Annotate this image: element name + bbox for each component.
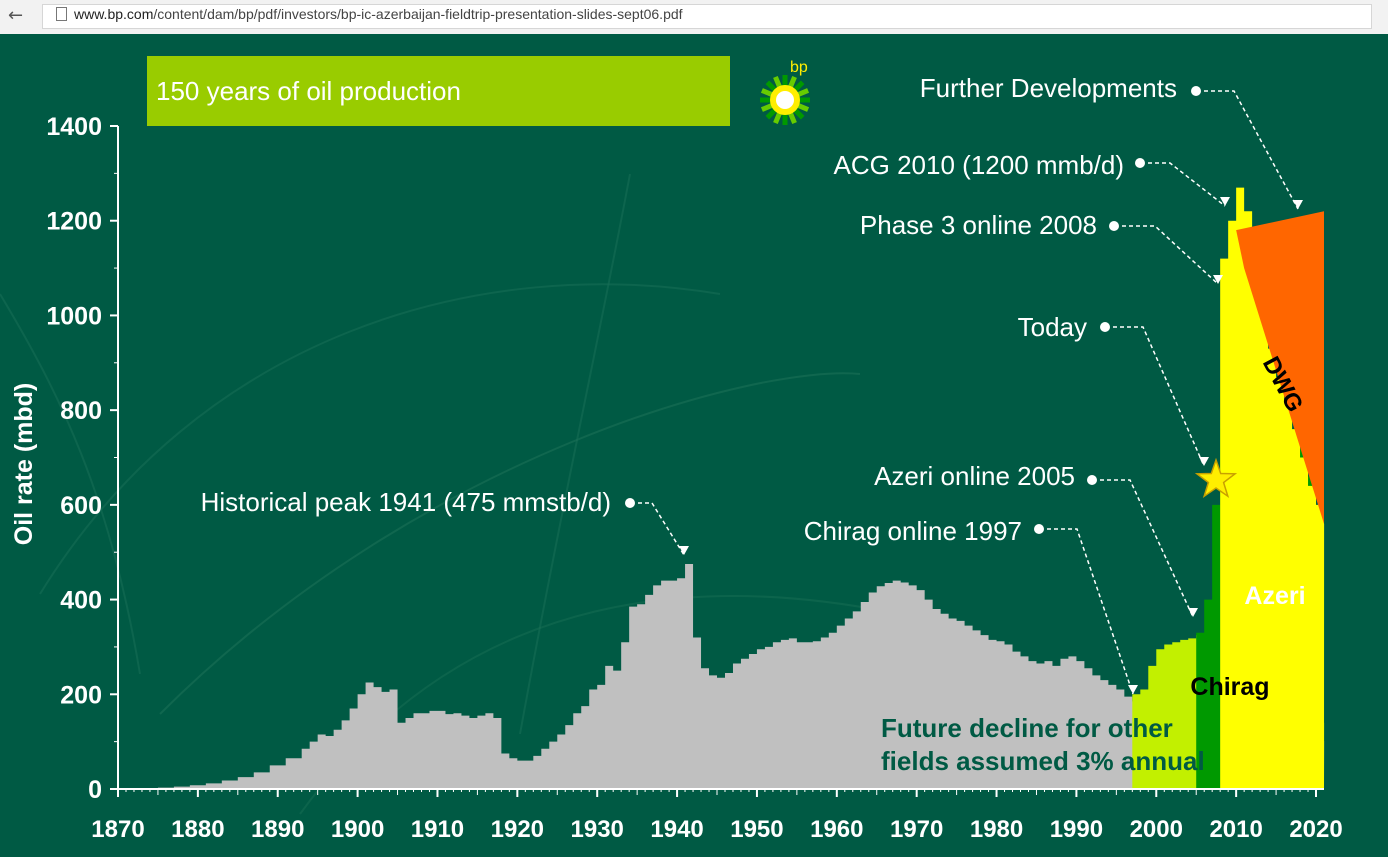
- y-tick-label: 200: [60, 681, 102, 709]
- dwg-area: [1220, 187, 1325, 790]
- slide: bp 0 200 400 600 800 1000 1200 1400 1870 1880 1890 1…: [0, 34, 1388, 857]
- annotation-label: Further Developments: [920, 73, 1177, 103]
- y-tick-label: 1000: [46, 302, 102, 330]
- x-tick-label: 1880: [171, 816, 224, 843]
- annotation-label: Historical peak 1941 (475 mmstb/d): [201, 487, 611, 517]
- background-curve: [0, 293, 141, 675]
- further-developments-area: [1236, 211, 1324, 524]
- x-tick-label: 1920: [491, 816, 544, 843]
- y-tick-label: 400: [60, 587, 102, 615]
- decline-note-line: fields assumed 3% annual: [881, 746, 1205, 776]
- annotation-leader-line: [1122, 225, 1219, 285]
- url-domain: www.bp.com: [74, 6, 154, 22]
- annotation-arrowhead: [679, 546, 689, 555]
- x-tick-label: 2020: [1289, 816, 1342, 843]
- annotation-arrowhead: [1220, 197, 1230, 206]
- x-tick-label: 1990: [1050, 816, 1103, 843]
- y-tick-label: 800: [60, 397, 102, 425]
- y-tick-label: 1200: [46, 208, 102, 236]
- annotation-label: Today: [1018, 312, 1087, 342]
- x-tick-label: 1970: [890, 816, 943, 843]
- annotation-dot: [1109, 221, 1119, 231]
- annotation-arrowhead: [1293, 200, 1303, 209]
- slide-title: 150 years of oil production: [156, 76, 461, 106]
- annotation-dot: [1087, 475, 1097, 485]
- annotation-dot: [625, 498, 635, 508]
- annotation-leader-line: [1047, 528, 1134, 695]
- x-tick-label: 1890: [251, 816, 304, 843]
- annotation-arrowhead: [1199, 457, 1209, 466]
- x-tick-label: 2010: [1209, 816, 1262, 843]
- page-icon: [56, 7, 67, 21]
- annotation-label: Chirag online 1997: [804, 516, 1022, 546]
- annotation-dot: [1100, 322, 1110, 332]
- chirag-area-label: Chirag: [1190, 673, 1269, 701]
- x-tick-label: 1940: [650, 816, 703, 843]
- background-curve: [159, 372, 861, 715]
- annotation-label: Phase 3 online 2008: [860, 210, 1097, 240]
- annotation-arrowhead: [1213, 275, 1223, 284]
- today-star-icon: [1194, 457, 1238, 499]
- background-curve: [519, 173, 631, 735]
- annotation-label: ACG 2010 (1200 mmb/d): [834, 150, 1124, 180]
- oil-production-chart: bp 0 200 400 600 800 1000 1200 1400 1870 1880 1890 1…: [0, 59, 1343, 843]
- x-tick-label: 1950: [730, 816, 783, 843]
- x-tick-label: 1870: [91, 816, 144, 843]
- title-box: 150 years of oil production: [147, 56, 730, 126]
- bp-logo-icon: [760, 75, 810, 125]
- annotation-arrowhead: [1188, 608, 1198, 617]
- annotation-dot: [1191, 86, 1201, 96]
- azeri-area-label: Azeri: [1244, 582, 1305, 610]
- annotation-dot: [1135, 158, 1145, 168]
- x-tick-label: 1910: [411, 816, 464, 843]
- annotation-label: Azeri online 2005: [874, 461, 1075, 491]
- address-bar[interactable]: [42, 4, 1372, 29]
- url-path: /content/dam/bp/pdf/investors/bp-ic-azer…: [153, 6, 683, 22]
- y-axis-title: Oil rate (mbd): [10, 383, 38, 546]
- annotation-leader-line: [638, 502, 685, 556]
- x-tick-label: 1900: [331, 816, 384, 843]
- y-tick-label: 1400: [46, 113, 102, 141]
- x-tick-label: 1960: [810, 816, 863, 843]
- x-tick-label: 1980: [970, 816, 1023, 843]
- back-arrow-icon[interactable]: ←: [8, 5, 24, 26]
- y-tick-label: 0: [88, 776, 102, 804]
- annotation-dot: [1034, 524, 1044, 534]
- annotation-leader-line: [1148, 162, 1226, 207]
- historical-area: [125, 564, 1325, 789]
- browser-toolbar: ← www.bp.com/content/dam/bp/pdf/investor…: [0, 0, 1388, 35]
- bp-logo-text: bp: [790, 59, 808, 76]
- annotation-leader-line: [1204, 90, 1299, 210]
- background-curve: [39, 283, 721, 595]
- annotation-arrowhead: [1128, 685, 1138, 694]
- annotation-leader-line: [1113, 326, 1205, 467]
- address-url[interactable]: www.bp.com/content/dam/bp/pdf/investors/…: [74, 6, 683, 22]
- y-tick-label: 600: [60, 492, 102, 520]
- x-tick-label: 1930: [571, 816, 624, 843]
- decline-note-line: Future decline for other: [881, 713, 1173, 743]
- x-tick-label: 2000: [1130, 816, 1183, 843]
- annotation-leader-line: [1100, 479, 1194, 618]
